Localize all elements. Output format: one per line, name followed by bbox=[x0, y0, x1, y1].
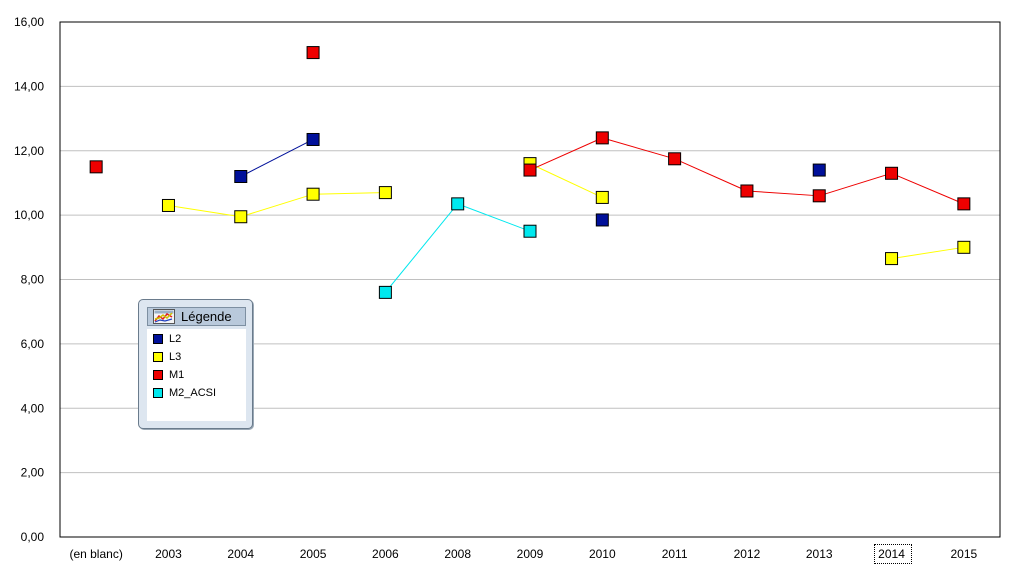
legend-item[interactable]: M2_ACSI bbox=[147, 384, 246, 401]
selected-category-focus bbox=[874, 544, 912, 564]
data-point[interactable] bbox=[812, 189, 826, 203]
y-tick-label: 14,00 bbox=[14, 79, 44, 93]
series-line-segment bbox=[457, 203, 531, 232]
x-tick-label: 2011 bbox=[662, 547, 688, 561]
y-tick-label: 10,00 bbox=[14, 208, 44, 222]
y-tick-label: 16,00 bbox=[14, 15, 44, 29]
data-point[interactable] bbox=[595, 213, 609, 227]
legend[interactable]: Légende L2 L3 M1 M2_ACSI bbox=[138, 299, 253, 429]
x-axis-ticks: (en blanc) 2003 2004 2005 2006 2008 2009 2010 20… bbox=[69, 547, 977, 561]
y-tick-label: 2,00 bbox=[21, 466, 45, 480]
data-point[interactable] bbox=[234, 210, 248, 224]
x-tick-label: 2010 bbox=[589, 547, 616, 561]
y-tick-label: 8,00 bbox=[21, 273, 45, 287]
data-point[interactable] bbox=[595, 190, 609, 204]
series-line-segment bbox=[529, 163, 603, 198]
data-point[interactable] bbox=[668, 152, 682, 166]
data-point[interactable] bbox=[378, 186, 392, 200]
series-line-segment bbox=[891, 172, 965, 205]
series-line-segment bbox=[819, 172, 892, 197]
x-tick-label: 2015 bbox=[950, 547, 977, 561]
data-point[interactable] bbox=[234, 170, 248, 183]
data-point[interactable] bbox=[957, 240, 971, 254]
series-line-segment bbox=[674, 158, 748, 192]
y-tick-label: 6,00 bbox=[21, 337, 45, 351]
data-point[interactable] bbox=[523, 224, 537, 238]
data-point[interactable] bbox=[885, 252, 899, 266]
x-tick-label: 2014 bbox=[878, 547, 905, 561]
data-point[interactable] bbox=[306, 187, 320, 201]
series-points bbox=[89, 46, 971, 299]
x-tick-label: 2003 bbox=[155, 547, 182, 561]
y-tick-label: 12,00 bbox=[14, 144, 44, 158]
data-point[interactable] bbox=[957, 197, 971, 211]
data-point[interactable] bbox=[378, 285, 392, 299]
y-tick-label: 4,00 bbox=[21, 401, 45, 415]
legend-item[interactable]: M1 bbox=[147, 366, 246, 383]
x-tick-label: 2012 bbox=[734, 547, 761, 561]
x-tick-label: 2006 bbox=[372, 547, 399, 561]
series-line-segment bbox=[240, 193, 314, 218]
x-tick-label: 2013 bbox=[806, 547, 833, 561]
legend-swatch bbox=[153, 333, 163, 344]
x-tick-label: 2009 bbox=[517, 547, 544, 561]
legend-label: L2 bbox=[169, 332, 182, 345]
series-lines bbox=[168, 137, 965, 293]
x-tick-label: 2008 bbox=[444, 547, 471, 561]
legend-swatch bbox=[153, 351, 163, 362]
series-line-segment bbox=[891, 246, 964, 260]
x-tick-label: 2004 bbox=[227, 547, 254, 561]
legend-label: L3 bbox=[169, 350, 182, 363]
plot-area bbox=[59, 21, 1001, 538]
data-point[interactable] bbox=[595, 131, 609, 145]
data-point[interactable] bbox=[306, 46, 320, 60]
legend-label: M1 bbox=[169, 368, 185, 381]
series-line-segment bbox=[313, 192, 386, 195]
data-point[interactable] bbox=[740, 184, 754, 198]
legend-swatch bbox=[153, 387, 163, 398]
data-point[interactable] bbox=[306, 132, 320, 146]
y-tick-label: 0,00 bbox=[21, 530, 45, 544]
series-line-segment bbox=[168, 204, 241, 218]
data-point[interactable] bbox=[89, 160, 103, 174]
data-point[interactable] bbox=[523, 163, 537, 177]
y-axis-ticks: 0,00 2,00 4,00 6,00 8,00 10,00 12,00 14,00 16,00 bbox=[14, 15, 44, 544]
legend-entries: L2 L3 M1 M2_ACSI bbox=[147, 329, 246, 421]
legend-chart-icon bbox=[153, 309, 175, 324]
data-point[interactable] bbox=[812, 163, 826, 177]
data-point[interactable] bbox=[161, 198, 175, 212]
x-tick-label: (en blanc) bbox=[69, 547, 122, 561]
series-line-segment bbox=[602, 137, 675, 160]
series-line-segment bbox=[529, 137, 603, 171]
series-line-segment bbox=[384, 203, 459, 293]
series-line-segment bbox=[240, 139, 314, 177]
data-point[interactable] bbox=[885, 166, 899, 180]
legend-swatch bbox=[153, 369, 163, 380]
x-tick-label: 2005 bbox=[300, 547, 327, 561]
legend-label: M2_ACSI bbox=[169, 386, 217, 399]
data-point[interactable] bbox=[451, 197, 465, 211]
legend-title-bar[interactable]: Légende bbox=[147, 307, 246, 326]
series-line-segment bbox=[746, 190, 820, 197]
legend-item[interactable]: L2 bbox=[147, 330, 246, 347]
legend-title: Légende bbox=[181, 309, 232, 324]
legend-item[interactable]: L3 bbox=[147, 348, 246, 365]
